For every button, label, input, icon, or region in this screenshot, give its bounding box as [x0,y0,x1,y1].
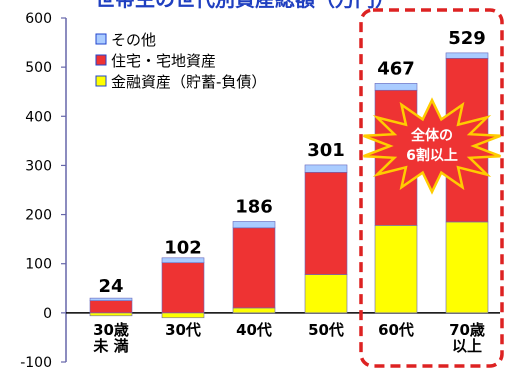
y-tick-label: 200 [25,208,52,224]
callout-line1: 全体の [410,127,453,144]
total-data-label: 301 [307,140,345,161]
legend-label: 住宅・宅地資産 [111,52,216,70]
category-label: 70歳 [449,321,485,339]
category-label: 50代 [308,321,344,339]
category-label: 40代 [236,321,272,339]
callout-line2: 6割以上 [406,147,458,164]
total-data-label: 467 [377,58,415,79]
bar-segment [89,300,133,314]
bar-segment [445,221,489,314]
y-tick-label: -100 [20,355,52,371]
legend-label: その他 [111,31,156,49]
total-data-label: 186 [235,196,273,217]
bar-segment [161,312,205,319]
bar-segment [161,257,205,264]
total-data-label: 102 [164,238,202,259]
bar-segment [374,83,418,91]
legend-swatch [95,33,107,45]
y-tick-label: 0 [43,306,52,322]
starburst-callout [363,97,501,195]
category-sublabel: 未 満 [92,337,128,355]
bar-segment [374,225,418,314]
legend-swatch [95,54,107,66]
chart-title: 世帯主の世代別資産総額（万円） [95,0,395,11]
bar-segment [161,262,205,314]
y-tick-label: 600 [25,11,52,27]
y-tick-label: 300 [25,158,52,174]
bar-segment [232,307,276,314]
bar-segment [445,52,489,59]
y-tick-label: 100 [25,257,52,273]
y-tick-label: 400 [25,109,52,125]
bar-segment [304,172,348,275]
bar-segment [89,297,133,301]
legend-swatch [95,75,107,87]
y-tick-label: 500 [25,60,52,76]
bar-segment [232,221,276,229]
highlight-frame [359,8,504,368]
category-sublabel: 以上 [452,337,482,355]
category-label: 60代 [378,321,414,339]
total-data-label: 24 [98,276,123,297]
bar-segment [304,274,348,314]
bar-segment [304,164,348,173]
category-label: 30代 [165,321,201,339]
bar-segment [232,227,276,309]
total-data-label: 529 [448,28,486,49]
legend-label: 金融資産（貯蓄-負債） [111,73,266,91]
category-label: 30歳 [93,321,129,339]
bar-segment [89,312,133,317]
